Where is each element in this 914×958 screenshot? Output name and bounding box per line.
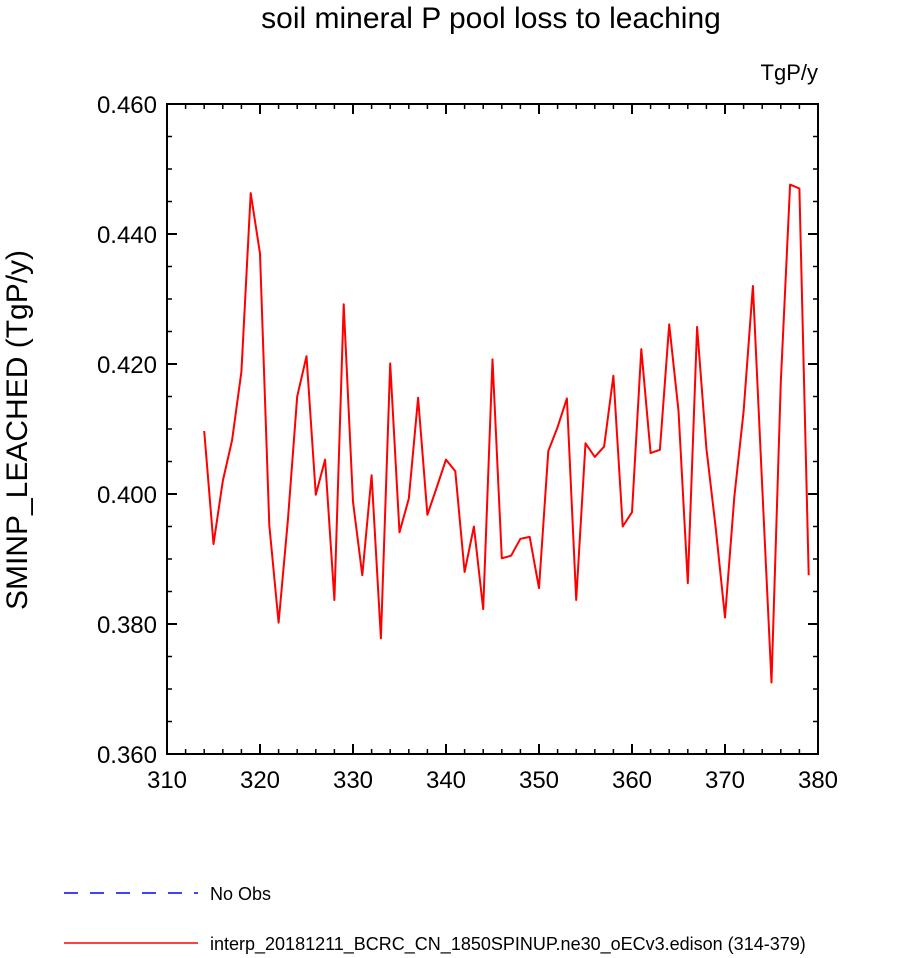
y-tick-label: 0.360 [97, 742, 157, 769]
chart-title: soil mineral P pool loss to leaching [261, 2, 721, 35]
y-tick-label: 0.460 [97, 92, 157, 119]
x-tick-label: 360 [612, 767, 652, 794]
y-tick-label: 0.380 [97, 612, 157, 639]
y-tick-label: 0.400 [97, 482, 157, 509]
y-axis-title: SMINP_LEACHED (TgP/y) [1, 250, 34, 610]
x-tick-label: 320 [240, 767, 280, 794]
x-tick-label: 380 [798, 767, 838, 794]
y-tick-label: 0.420 [97, 352, 157, 379]
legend: No Obs interp_20181211_BCRC_CN_1850SPINUP… [64, 884, 806, 955]
tick-labels: 310 320 330 340 350 360 370 380 0.360 0.380 0.400 0… [97, 92, 838, 794]
y-tick-label: 0.440 [97, 222, 157, 249]
units-label: TgP/y [761, 60, 818, 85]
x-tick-label: 310 [147, 767, 187, 794]
x-tick-label: 330 [333, 767, 373, 794]
axis-ticks [166, 103, 819, 755]
series-lines [203, 183, 810, 684]
series-line [203, 183, 810, 684]
plot-frame [166, 103, 819, 755]
x-tick-label: 350 [519, 767, 559, 794]
x-tick-label: 370 [705, 767, 745, 794]
x-tick-label: 340 [426, 767, 466, 794]
legend-label: interp_20181211_BCRC_CN_1850SPINUP.ne30_… [210, 934, 806, 955]
legend-label: No Obs [210, 884, 271, 904]
